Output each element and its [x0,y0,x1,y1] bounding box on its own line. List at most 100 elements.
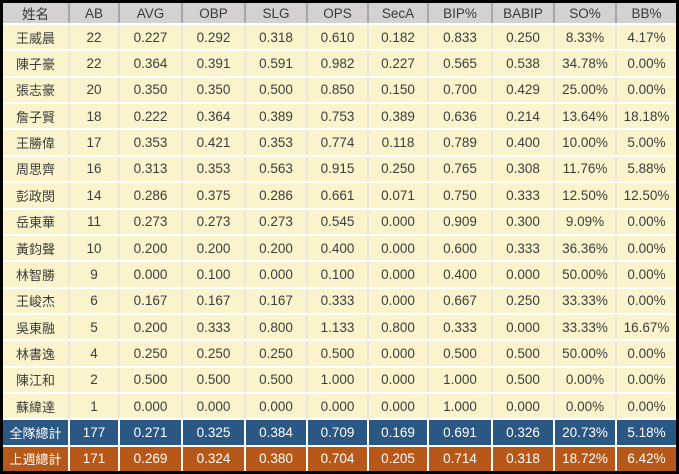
stat-cell: 25.00% [554,76,617,105]
stat-cell: 0.591 [245,50,308,78]
stat-cell: 0.333 [307,287,369,315]
stat-cell: 0.292 [182,24,246,52]
stat-cell: 0.000 [245,393,308,421]
stat-cell: 0.000 [368,287,429,315]
stat-cell: 0.833 [428,24,493,52]
stat-cell: 0.389 [245,103,308,131]
stat-cell: 22 [69,24,120,52]
stat-cell: 0.000 [368,208,429,236]
stat-cell: 0.774 [307,129,369,157]
player-name-cell: 林智勝 [3,261,70,289]
stat-cell: 0.704 [307,445,369,471]
player-name-cell: 彭政閔 [3,182,70,210]
stat-cell: 0.333 [182,313,246,342]
stat-cell: 0.318 [492,445,555,471]
stat-cell: 0.389 [368,103,429,131]
stat-cell: 0.350 [182,76,246,105]
stat-cell: 0.380 [245,445,308,471]
stat-cell: 0.00% [554,366,617,395]
stat-cell: 0.000 [492,313,555,342]
stat-cell: 0.800 [368,313,429,342]
stat-cell: 0.00% [554,393,617,421]
stat-cell: 0.350 [119,76,183,105]
stat-cell: 0.800 [245,313,308,342]
stat-cell: 0.714 [428,445,493,471]
stat-cell: 0.353 [182,155,246,184]
player-row: 彭政閔 14 0.286 0.375 0.286 0.661 0.071 0.750 0.333… [3,182,676,210]
player-name-cell: 蘇緯達 [3,393,70,421]
stat-cell: 0.200 [182,234,246,263]
stat-cell: 0.308 [492,155,555,184]
stat-cell: 1.000 [428,393,493,421]
stat-cell: 0.909 [428,208,493,236]
stat-cell: 0.200 [119,313,183,342]
header-row: 姓名 AB AVG OBP SLG OPS SecA BIP% BABIP SO% BB% [3,3,676,25]
stat-cell: 0.500 [245,76,308,105]
stat-cell: 22 [69,50,120,78]
stat-cell: 0.765 [428,155,493,184]
stat-cell: 0.167 [182,287,246,315]
stat-cell: 0.273 [182,208,246,236]
stat-cell: 0.200 [245,234,308,263]
stat-cell: 0.250 [492,24,555,52]
player-name-cell: 全隊總計 [3,419,70,447]
player-name-cell: 周思齊 [3,155,70,184]
player-row: 林智勝 9 0.000 0.100 0.000 0.100 0.000 0.400 0.000 5… [3,261,676,289]
lastweek-total-row: 上週總計 171 0.269 0.324 0.380 0.704 0.205 0.714 0.3… [3,445,676,471]
stat-cell: 0.500 [428,340,493,368]
stat-cell: 0.00% [616,50,676,78]
header-cell-ab: AB [69,3,120,25]
stat-cell: 0.325 [182,419,246,447]
stat-cell: 20 [69,76,120,105]
stat-cell: 0.500 [245,366,308,395]
stat-cell: 0.000 [119,393,183,421]
player-row: 陳子豪 22 0.364 0.391 0.591 0.982 0.227 0.565 0.538… [3,50,676,78]
stat-cell: 0.100 [182,261,246,289]
stat-cell: 36.36% [554,234,617,263]
header-cell-seca: SecA [368,3,429,25]
stat-cell: 33.33% [554,287,617,315]
player-row: 黃鈞聲 10 0.200 0.200 0.200 0.400 0.000 0.600 0.333… [3,234,676,263]
player-name-cell: 王勝偉 [3,129,70,157]
stat-cell: 0.00% [616,208,676,236]
stat-cell: 0.500 [119,366,183,395]
stat-cell: 0.200 [119,234,183,263]
stat-cell: 0.00% [616,340,676,368]
stat-cell: 0.167 [119,287,183,315]
stat-cell: 0.565 [428,50,493,78]
player-name-cell: 岳東華 [3,208,70,236]
header-cell-avg: AVG [119,3,183,25]
stat-cell: 16.67% [616,313,676,342]
stat-cell: 0.227 [368,50,429,78]
header-cell-name: 姓名 [3,3,70,25]
stat-cell: 0.400 [428,261,493,289]
stat-cell: 0.100 [307,261,369,289]
stat-cell: 0.273 [245,208,308,236]
stat-cell: 4 [69,340,120,368]
stat-cell: 11 [69,208,120,236]
stat-cell: 0.00% [616,261,676,289]
stat-cell: 10.00% [554,129,617,157]
player-row: 王勝偉 17 0.353 0.421 0.353 0.774 0.118 0.789 0.400… [3,129,676,157]
stat-cell: 0.271 [119,419,183,447]
stat-cell: 0.563 [245,155,308,184]
header-cell-ops: OPS [307,3,369,25]
stat-cell: 0.538 [492,50,555,78]
stat-cell: 0.661 [307,182,369,210]
stat-cell: 0.000 [492,393,555,421]
stat-cell: 9.09% [554,208,617,236]
stat-cell: 0.353 [119,129,183,157]
stat-cell: 0.000 [368,261,429,289]
table-frame: 姓名 AB AVG OBP SLG OPS SecA BIP% BABIP SO% BB% 王威晨 2… [3,3,676,471]
stat-cell: 6 [69,287,120,315]
player-name-cell: 張志豪 [3,76,70,105]
stat-cell: 0.000 [368,393,429,421]
stat-cell: 0.000 [119,261,183,289]
stat-cell: 0.00% [616,76,676,105]
stat-cell: 0.250 [368,155,429,184]
header-cell-slg: SLG [245,3,308,25]
player-name-cell: 王威晨 [3,24,70,52]
player-row: 吳東融 5 0.200 0.333 0.800 1.133 0.800 0.333 0.000 3… [3,313,676,342]
stat-cell: 0.364 [182,103,246,131]
